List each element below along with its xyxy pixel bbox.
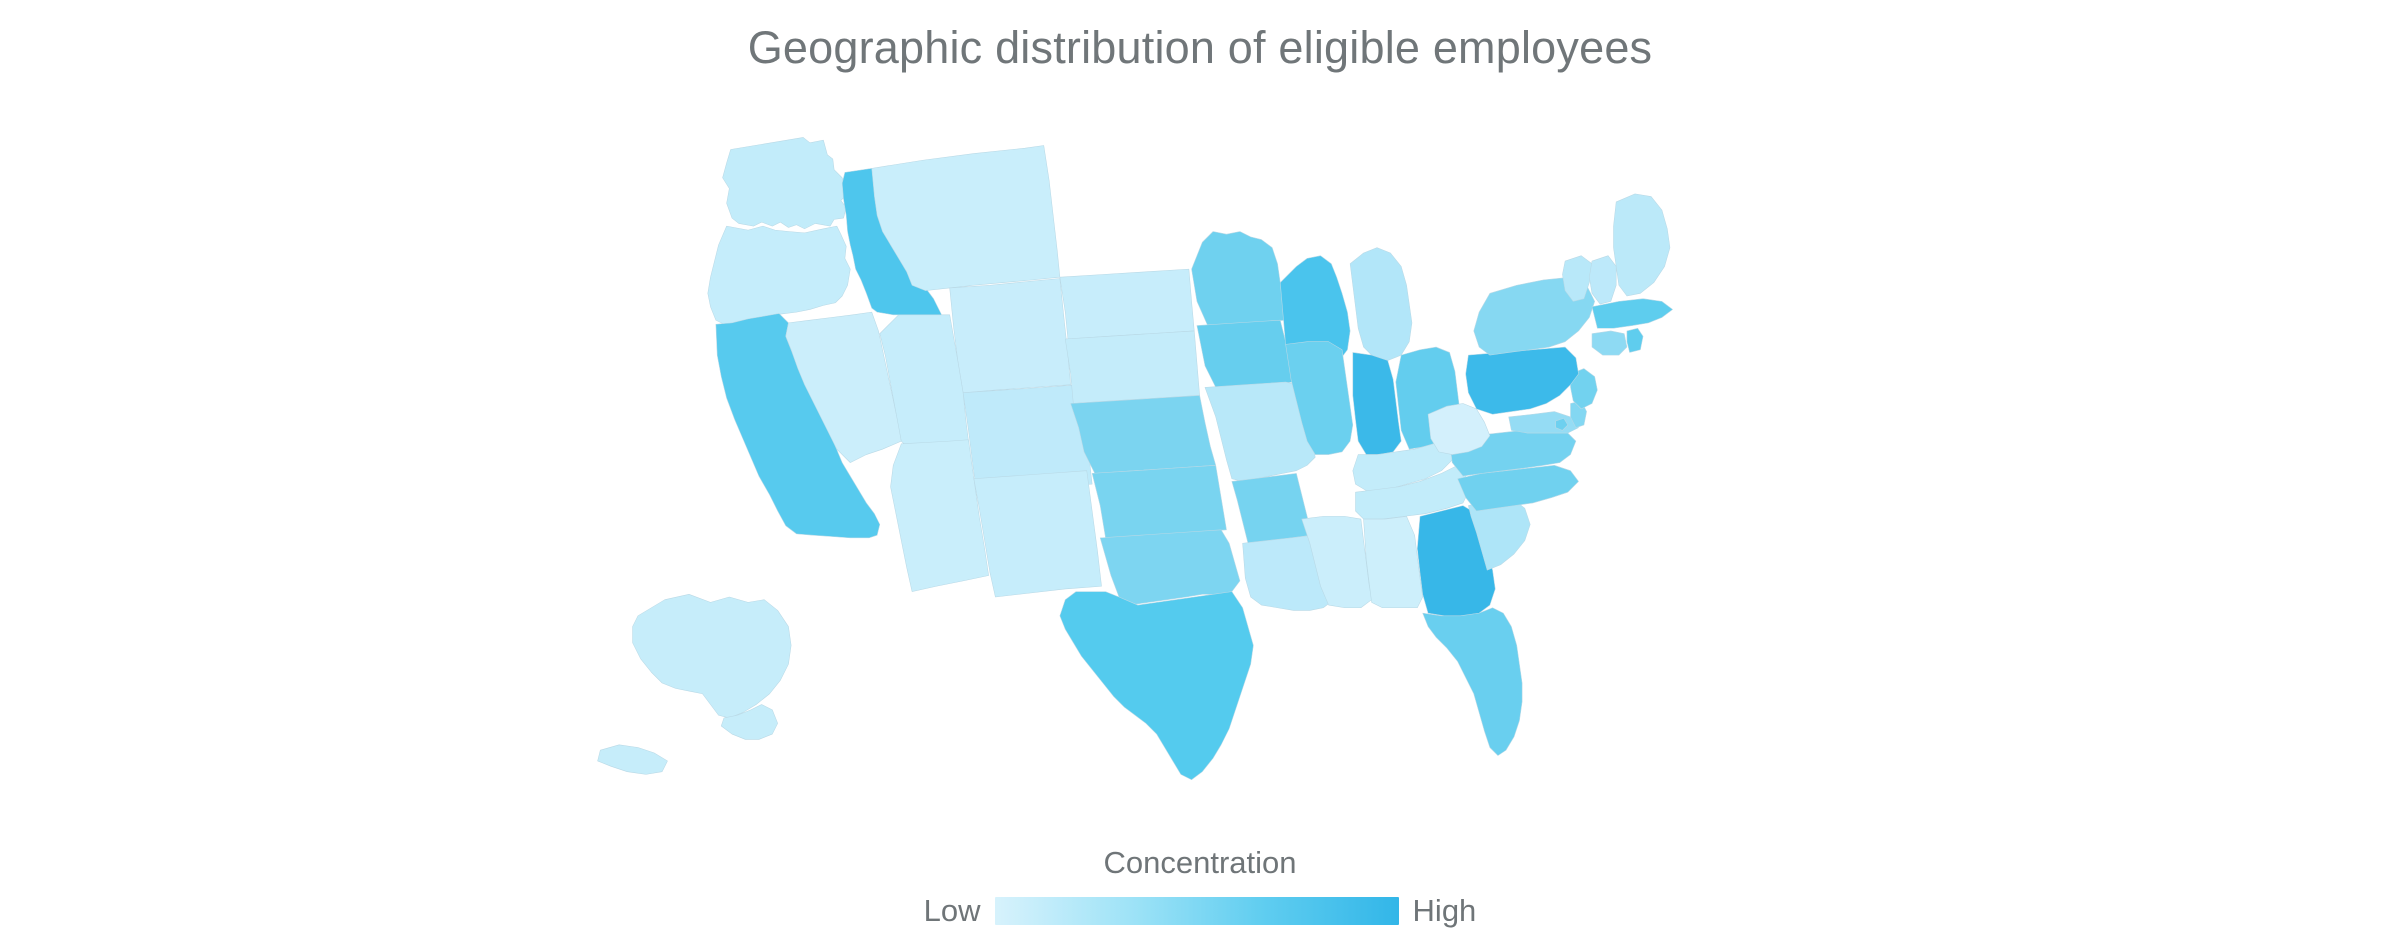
state-or[interactable]: Oregon [708, 226, 850, 325]
state-co[interactable]: Colorado [963, 385, 1092, 493]
us-states-map[interactable]: WashingtonOregonCaliforniaNevadaIdahoMon… [560, 118, 1850, 818]
state-ne[interactable]: Nebraska [1071, 395, 1216, 473]
state-wa[interactable]: Washington [723, 137, 848, 228]
legend-title: Concentration [1103, 845, 1297, 880]
state-ak[interactable]: Alaska [633, 594, 792, 718]
state-sd[interactable]: South Dakota [1065, 331, 1199, 404]
state-nj[interactable]: New Jersey [1571, 369, 1598, 409]
states-layer: WashingtonOregonCaliforniaNevadaIdahoMon… [598, 137, 1673, 950]
state-wy[interactable]: Wyoming [950, 279, 1071, 393]
state-ks[interactable]: Kansas [1092, 465, 1226, 538]
state-ak: Alaska [721, 705, 777, 740]
state-nc[interactable]: North Carolina [1458, 465, 1579, 511]
state-ia[interactable]: Iowa [1197, 320, 1296, 387]
state-ar[interactable]: Arkansas [1232, 473, 1313, 543]
state-mn[interactable]: Minnesota [1192, 232, 1286, 326]
page-title: Geographic distribution of eligible empl… [747, 22, 1653, 73]
state-mi[interactable]: Michigan [1350, 248, 1412, 361]
state-me[interactable]: Maine [1614, 194, 1670, 296]
state-ri[interactable]: Rhode Island [1627, 328, 1643, 352]
state-il[interactable]: Illinois [1286, 342, 1353, 455]
state-md[interactable]: Maryland [1509, 412, 1579, 434]
state-az[interactable]: Arizona [891, 440, 989, 592]
state-wv[interactable]: West Virginia [1428, 404, 1490, 455]
state-ct[interactable]: Connecticut [1592, 331, 1627, 355]
map-legend: Concentration Low High [0, 845, 2400, 926]
state-nv[interactable]: Nevada [786, 312, 902, 463]
state-nm[interactable]: New Mexico [974, 471, 1102, 597]
state-nh[interactable]: New Hampshire [1589, 256, 1616, 304]
state-dc[interactable]: District of Columbia [1556, 418, 1568, 430]
state-ma[interactable]: Massachusetts [1592, 299, 1673, 329]
state-vt[interactable]: Vermont [1562, 256, 1592, 302]
state-fl[interactable]: Florida [1423, 608, 1522, 756]
state-tx[interactable]: Texas [1060, 592, 1254, 780]
legend-low-label: Low [923, 893, 981, 928]
state-ky[interactable]: Kentucky [1353, 438, 1458, 492]
state-mt[interactable]: Montana [872, 146, 1060, 291]
state-al[interactable]: Alabama [1364, 516, 1423, 607]
state-pa[interactable]: Pennsylvania [1466, 347, 1579, 414]
state-in[interactable]: Indiana [1353, 352, 1401, 454]
us-map-container: WashingtonOregonCaliforniaNevadaIdahoMon… [560, 118, 1850, 818]
legend-high-label: High [1412, 893, 1477, 928]
legend-scale-row: Low High [0, 895, 2400, 926]
state-ak: Alaska [598, 745, 668, 775]
legend-gradient-bar [994, 896, 1399, 925]
state-ny[interactable]: New York [1474, 277, 1595, 355]
state-nd[interactable]: North Dakota [1060, 269, 1194, 339]
